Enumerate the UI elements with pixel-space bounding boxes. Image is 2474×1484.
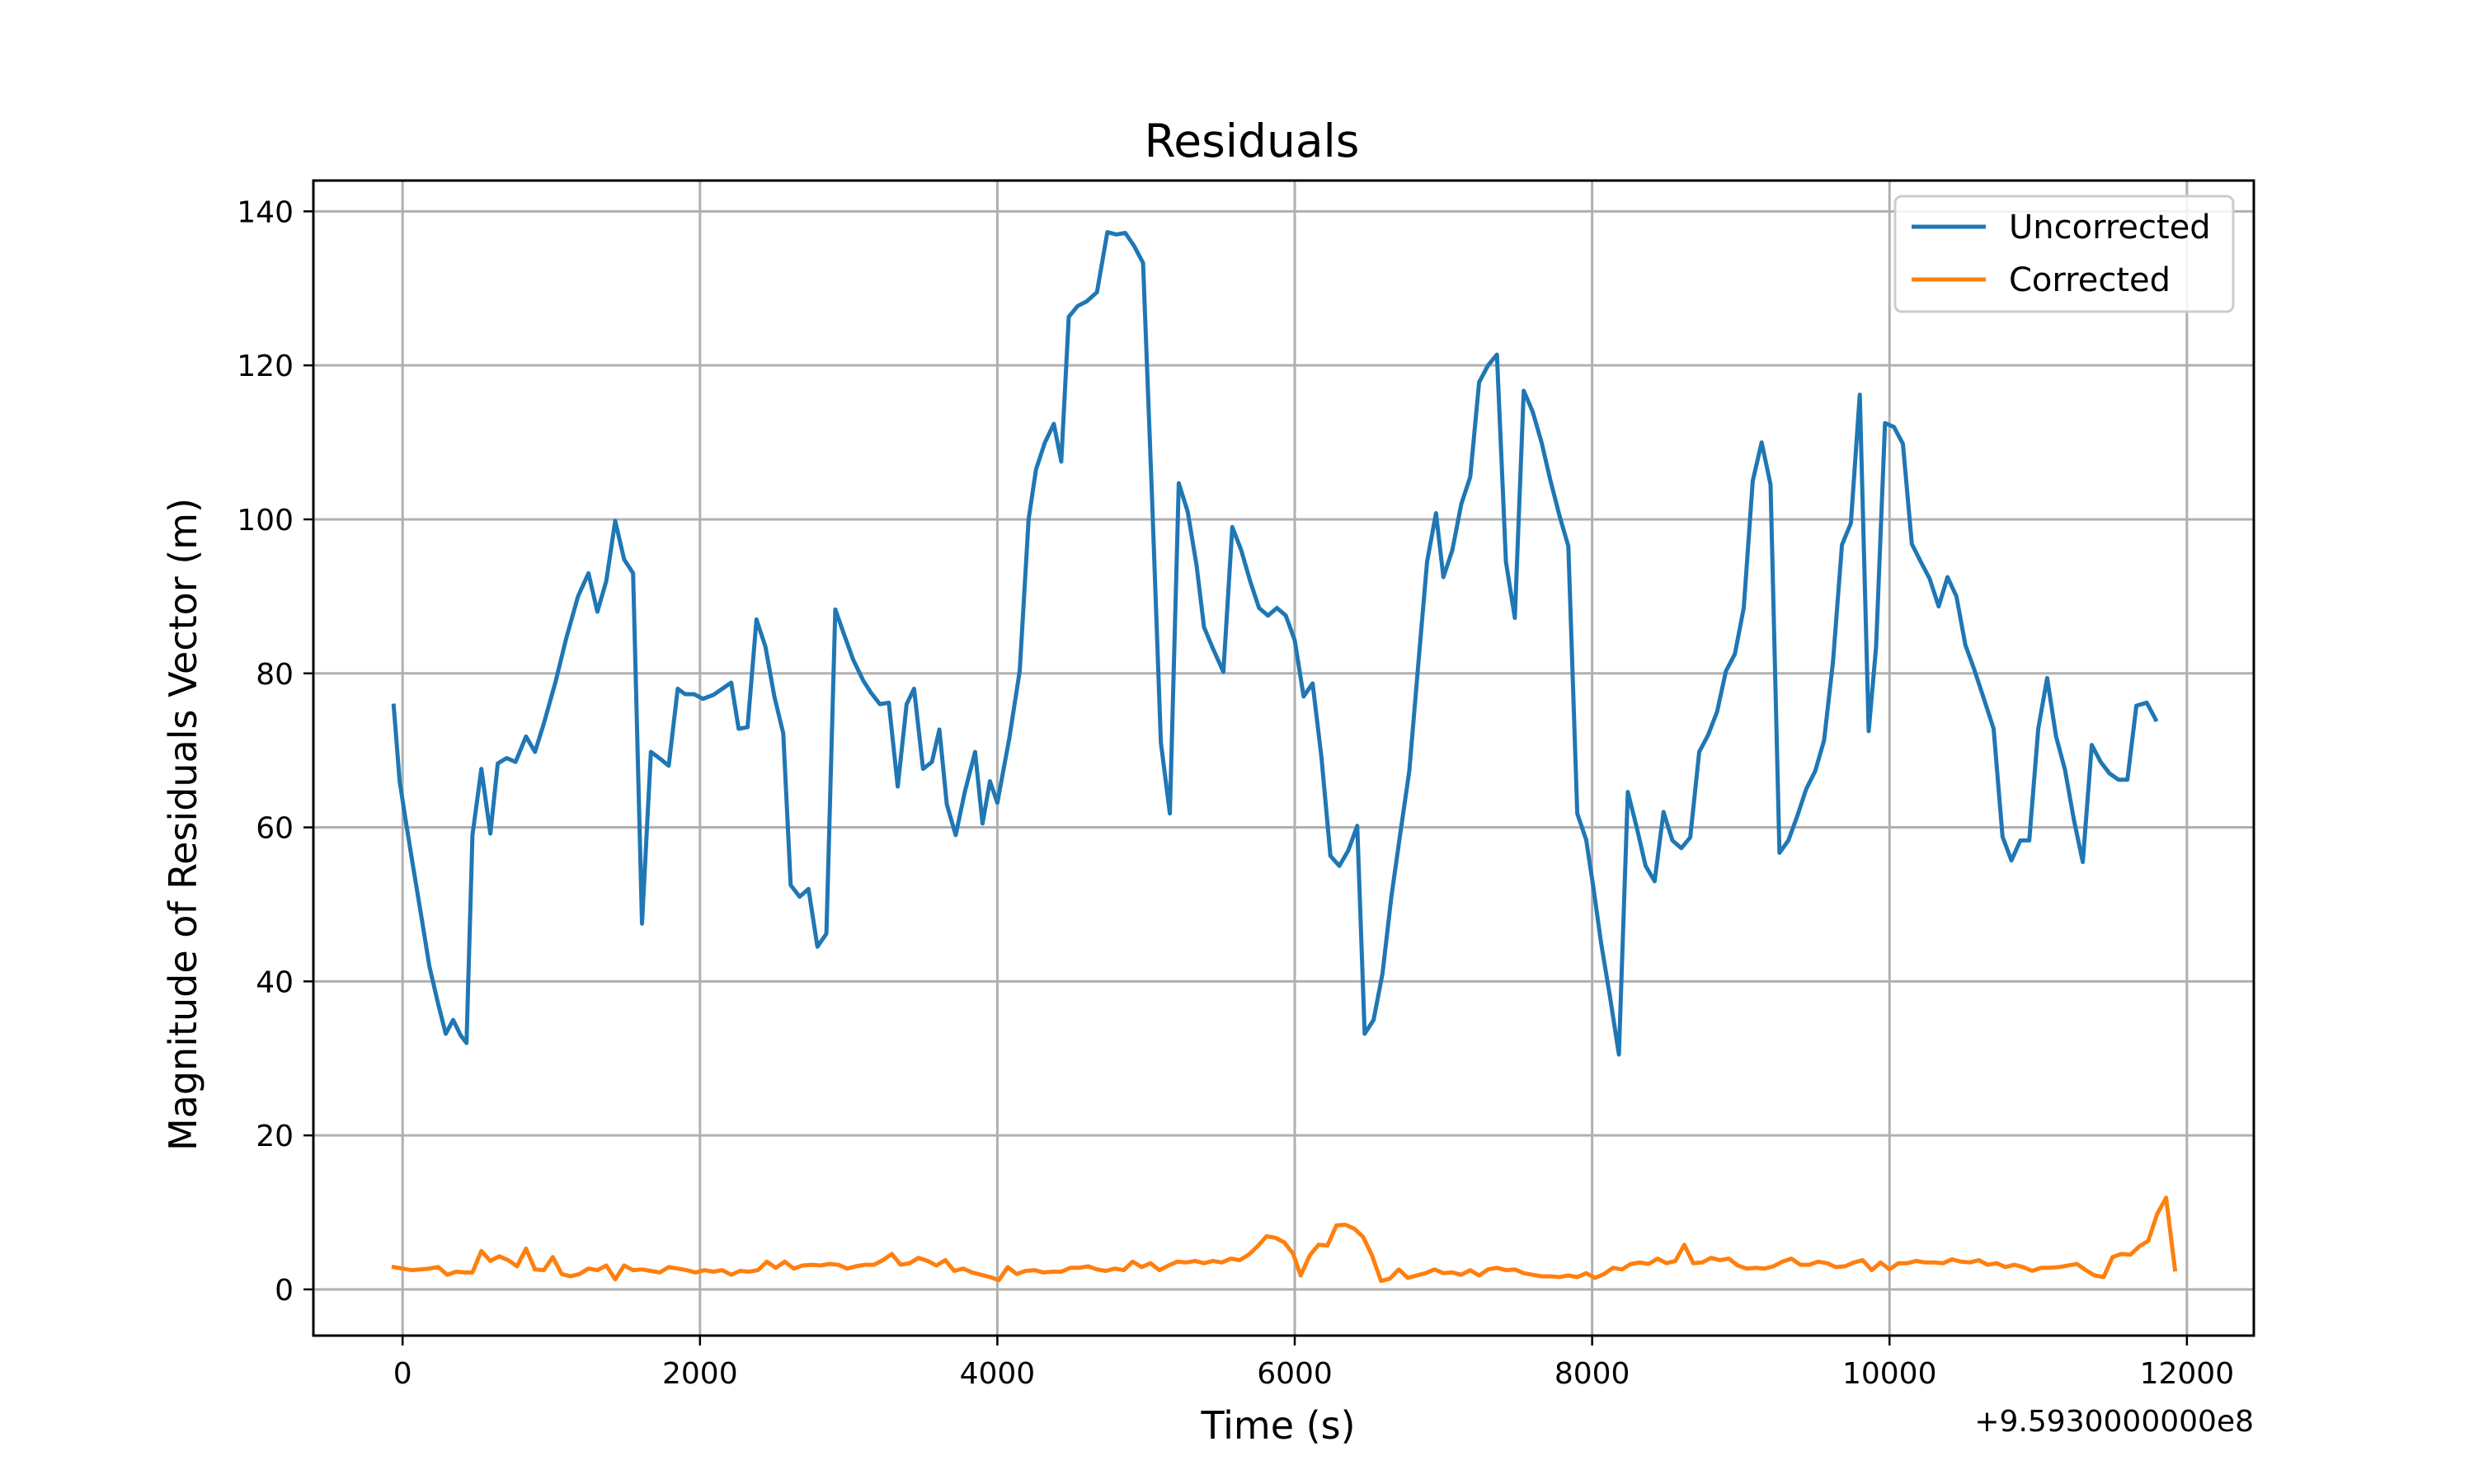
y-tick-label: 0 xyxy=(275,1274,294,1308)
y-tick-label: 120 xyxy=(237,350,294,383)
legend: Uncorrected Corrected xyxy=(1893,195,2235,313)
chart-title: Residuals xyxy=(1145,115,1360,167)
y-tick-label: 40 xyxy=(256,965,294,999)
series-layer xyxy=(391,230,2178,1284)
x-tick-label: 6000 xyxy=(1257,1357,1333,1391)
y-axis-label: Magnitude of Residuals Vector (m) xyxy=(161,498,205,1151)
y-tick-label: 60 xyxy=(256,812,294,846)
x-tick-label: 12000 xyxy=(2140,1357,2235,1391)
grid-lines xyxy=(313,181,2254,1336)
x-tick-label: 4000 xyxy=(960,1357,1036,1391)
x-axis-ticks: 0 2000 4000 6000 8000 10000 12000 xyxy=(393,1336,2234,1391)
y-tick-label: 80 xyxy=(256,658,294,692)
x-tick-label: 0 xyxy=(393,1357,412,1391)
x-tick-label: 8000 xyxy=(1554,1357,1630,1391)
series-line-uncorrected xyxy=(391,230,2159,1057)
y-tick-label: 20 xyxy=(256,1120,294,1153)
x-axis-offset-label: +9.5930000000e8 xyxy=(1974,1405,2254,1439)
series-line-corrected xyxy=(391,1195,2178,1284)
y-tick-label: 140 xyxy=(237,195,294,229)
legend-label-corrected: Corrected xyxy=(2009,261,2171,299)
x-axis-label: Time (s) xyxy=(1200,1403,1355,1448)
x-tick-label: 10000 xyxy=(1842,1357,1937,1391)
legend-label-uncorrected: Uncorrected xyxy=(2009,209,2211,247)
y-tick-label: 100 xyxy=(237,504,294,538)
x-tick-label: 2000 xyxy=(662,1357,738,1391)
plot-frame xyxy=(312,179,2255,1337)
y-axis-ticks: 0 20 40 60 80 100 120 140 xyxy=(237,195,313,1308)
